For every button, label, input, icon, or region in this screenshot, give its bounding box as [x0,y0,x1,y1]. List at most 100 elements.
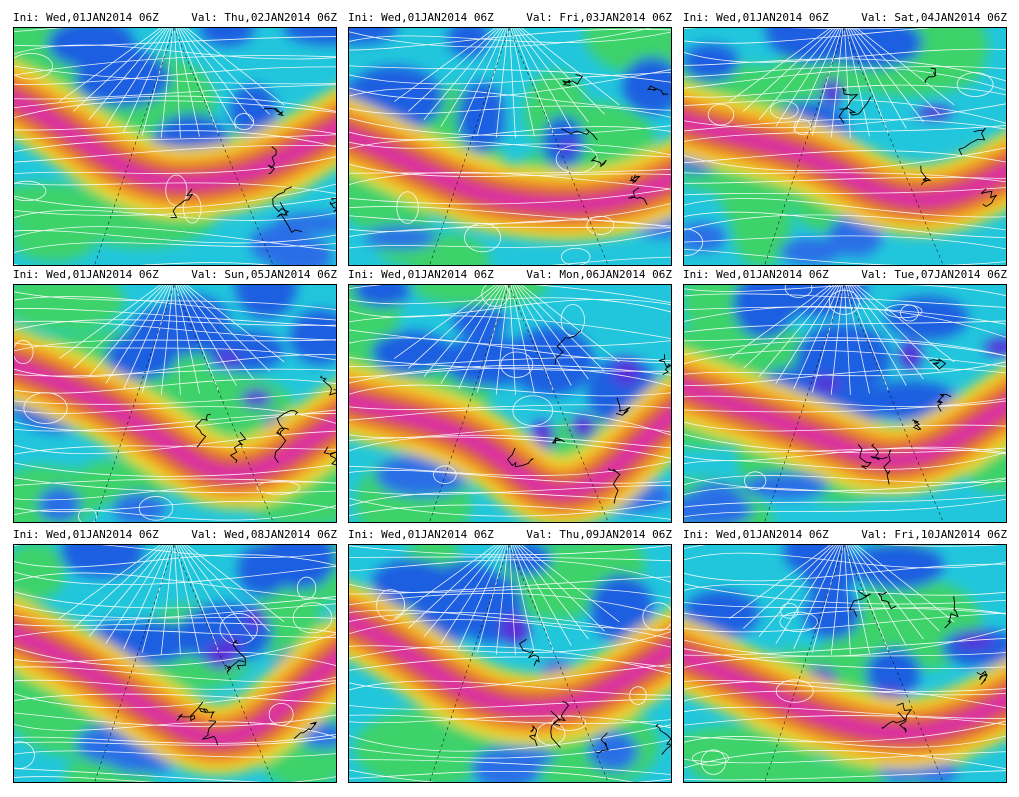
coastline [194,413,211,448]
streamline [14,545,336,558]
streamline [14,123,336,135]
polar-streamline [181,285,254,380]
polar-streamline [458,28,506,133]
streamline [14,409,336,432]
polar-streamline [856,28,955,106]
meridian [764,545,944,782]
streamline [14,183,336,209]
coastline [896,702,913,733]
polar-streamline [811,28,842,136]
polar-streamline [775,28,839,127]
meridian [94,545,274,782]
coastline [944,596,959,629]
polar-streamline [847,28,889,134]
eddy [684,228,704,257]
streamline [684,751,1006,764]
eddy [165,174,188,206]
streamline [349,645,671,675]
streamline [14,339,336,352]
fields [349,285,671,522]
streamline [349,491,671,507]
streamline [349,504,671,520]
polar-streamline [105,545,169,644]
streamline [349,724,671,752]
streamline [684,750,1006,770]
panel-label: Ini: Wed,01JAN2014 06Z Val: Thu,09JAN2014… [348,528,672,542]
meridian [429,285,609,522]
polar-streamline [73,28,164,112]
field-blue [199,28,254,47]
polar-streamline [847,285,889,391]
field-blue [60,545,144,578]
streamline [349,117,671,136]
map-svg [349,545,671,782]
eddy [629,686,647,705]
polar-streamline [775,545,839,644]
coastline [232,639,246,670]
streamline [349,329,671,347]
panel-label: Ini: Wed,01JAN2014 06Z Val: Sun,05JAN2014… [13,268,337,282]
polar-streamline [423,28,502,120]
streamline [14,197,336,216]
polar-streamline [458,545,506,650]
streamline [684,478,1006,496]
polar-streamline [440,28,504,127]
polar-streamline [521,28,620,106]
eddy [692,750,730,766]
streamline [684,125,1006,142]
polar-streamline [174,285,181,395]
streamline [14,36,336,47]
polar-streamline [160,545,174,655]
fields [684,545,1006,782]
polar-streamline [510,285,535,394]
streamline [14,603,336,621]
polar-streamline [512,285,554,391]
jet-band [349,395,671,497]
polar-streamline [58,545,161,619]
streamline [684,498,1006,518]
coastline [229,432,247,463]
coastline [628,187,648,206]
valid-time: Val: Sat,04JAN2014 06Z [861,11,1007,24]
field-blue [235,285,297,319]
coastline [976,670,988,685]
panel-label: Ini: Wed,01JAN2014 06Z Val: Sat,04JAN2014… [683,11,1007,25]
eddy [779,611,818,633]
coastline [552,437,565,444]
field-blue [795,323,892,395]
weather-map [13,544,337,783]
streamline [14,478,336,486]
polar-streamline [495,545,509,655]
coastline [528,724,538,746]
field-blue-south [401,473,454,496]
eddy [560,304,585,336]
streamline [14,481,336,501]
weather-map [348,27,672,266]
streamline [684,552,1006,569]
eddy [884,304,923,319]
streamline [14,572,336,600]
streamline [684,340,1006,357]
streamline [684,688,1006,702]
streamline [349,141,671,156]
streamline [14,291,336,311]
field-blue [283,28,336,45]
streamline [14,144,336,163]
polar-streamline [510,545,535,654]
polar-streamline [73,285,164,369]
streamline [14,768,262,782]
streamline [684,28,934,44]
eddy [433,465,457,484]
jet-band [14,359,336,479]
polar-streamline [160,285,174,395]
streamline [14,693,336,704]
polar-streamline [179,285,237,386]
streamline [349,298,671,318]
streamline [349,434,671,452]
eddy [642,602,671,632]
meridian [94,285,274,522]
weather-map [13,284,337,523]
streamline [684,368,1006,386]
streamline [349,315,671,340]
